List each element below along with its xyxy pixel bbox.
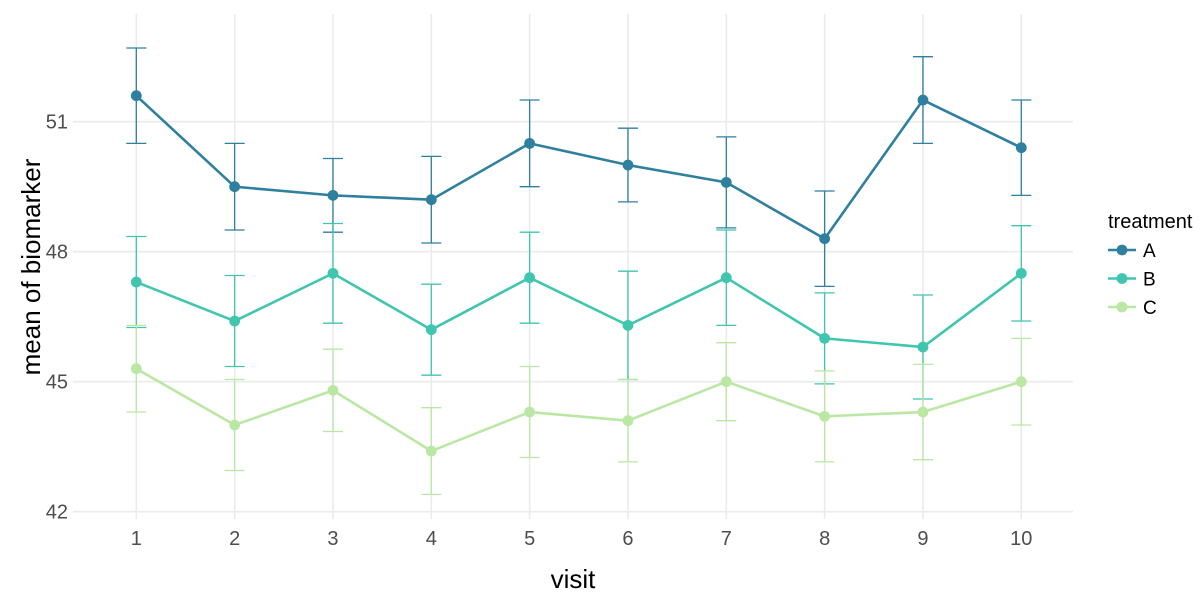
y-tick-label-48: 48 bbox=[46, 242, 68, 264]
x-tick-label-1: 1 bbox=[131, 528, 142, 550]
x-tick-label-6: 6 bbox=[622, 528, 633, 550]
line-series-C bbox=[135, 367, 1023, 453]
point-B-5 bbox=[524, 272, 536, 284]
legend-key-point-B bbox=[1116, 273, 1128, 284]
legend-label-A: A bbox=[1143, 241, 1156, 262]
point-A-10 bbox=[1015, 142, 1027, 154]
point-B-6 bbox=[622, 319, 634, 331]
point-A-7 bbox=[720, 176, 732, 188]
point-A-2 bbox=[229, 181, 241, 193]
x-tick-label-9: 9 bbox=[917, 528, 928, 550]
y-tick-label-45: 45 bbox=[46, 372, 68, 394]
point-B-7 bbox=[720, 272, 732, 284]
line-series-B bbox=[135, 272, 1023, 349]
point-C-2 bbox=[229, 419, 241, 431]
x-tick-label-10: 10 bbox=[1010, 528, 1032, 550]
point-C-4 bbox=[425, 445, 437, 457]
point-B-8 bbox=[819, 332, 831, 344]
point-A-9 bbox=[917, 94, 929, 106]
point-C-6 bbox=[622, 415, 634, 427]
point-C-3 bbox=[327, 384, 339, 396]
point-B-9 bbox=[917, 341, 929, 353]
point-C-1 bbox=[130, 363, 142, 375]
x-tick-label-3: 3 bbox=[327, 528, 338, 550]
point-C-7 bbox=[720, 376, 732, 388]
point-B-3 bbox=[327, 267, 339, 279]
y-tick-label-51: 51 bbox=[46, 112, 68, 134]
point-A-6 bbox=[622, 159, 634, 171]
legend-key-point-C bbox=[1116, 301, 1128, 313]
point-B-1 bbox=[130, 276, 142, 288]
x-tick-label-7: 7 bbox=[721, 528, 732, 550]
point-B-10 bbox=[1015, 267, 1027, 279]
point-C-10 bbox=[1015, 376, 1027, 388]
x-tick-label-5: 5 bbox=[524, 528, 535, 550]
point-A-1 bbox=[130, 90, 142, 102]
point-A-3 bbox=[327, 189, 339, 201]
y-axis-title: mean of biomarker bbox=[16, 158, 46, 375]
point-B-4 bbox=[425, 324, 437, 336]
point-A-4 bbox=[425, 194, 437, 206]
x-tick-label-2: 2 bbox=[229, 528, 240, 550]
legend-label-B: B bbox=[1143, 270, 1156, 291]
legend-title: treatment bbox=[1108, 211, 1193, 233]
point-C-5 bbox=[524, 406, 536, 418]
legend-key-point-A bbox=[1116, 244, 1128, 256]
point-C-9 bbox=[917, 406, 929, 418]
y-tick-label-42: 42 bbox=[46, 502, 68, 524]
x-tick-label-8: 8 bbox=[819, 528, 830, 550]
point-B-2 bbox=[229, 315, 241, 327]
point-C-8 bbox=[819, 410, 831, 422]
legend-label-C: C bbox=[1143, 298, 1157, 319]
x-tick-label-4: 4 bbox=[426, 528, 437, 550]
point-A-5 bbox=[524, 137, 536, 149]
line-series-A bbox=[135, 94, 1023, 241]
x-axis-title: visit bbox=[551, 564, 597, 594]
point-A-8 bbox=[819, 233, 831, 245]
